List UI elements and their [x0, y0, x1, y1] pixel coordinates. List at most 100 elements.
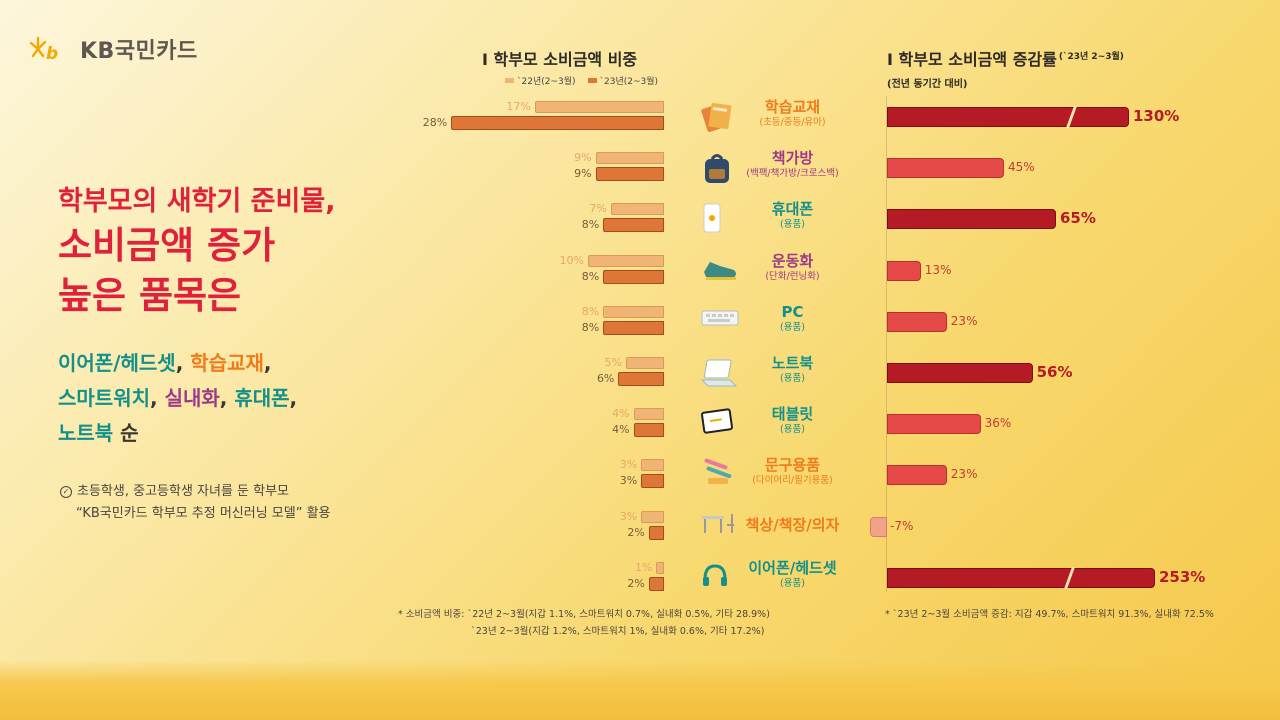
share-label-cur: 4% [612, 423, 630, 437]
legend-item-cur: `23년(2~3월) [587, 74, 658, 87]
share-bar-prev [595, 152, 664, 165]
growth-label: 253% [1159, 567, 1206, 586]
category-sub: (용품) [780, 577, 805, 589]
share-label-cur: 28% [422, 116, 448, 129]
hl-notebook: 노트북 [58, 421, 114, 445]
share-bar-cur [633, 423, 664, 438]
share-label-cur: 8% [581, 320, 600, 334]
growth-title-suffix: (`23년 2~3월) [1058, 52, 1124, 62]
method-note: ✓ 초등학생, 중고등학생 자녀를 둔 학부모 “KB국민카드 학부모 추정 머신… [60, 481, 331, 525]
share-bar-cur [648, 576, 664, 591]
hl-order: 순 [113, 421, 139, 445]
hl-shoes: 실내화 [164, 386, 220, 410]
headline-line2: 소비금액 증가 [58, 224, 276, 267]
share-label-cur: 2% [627, 576, 645, 590]
category-sub: (단화/런닝화) [765, 270, 820, 282]
share-label-prev: 9% [574, 151, 592, 165]
category-name: 책가방 [771, 149, 814, 168]
category-name: 학습교재 [764, 98, 821, 116]
method-note-line2: “KB국민카드 학부모 추정 머신러닝 모델” 활용 [76, 506, 331, 521]
share-bar-cur [618, 372, 664, 386]
headline-line3: 높은 품목은 [58, 274, 242, 317]
share-label-prev: 3% [619, 509, 638, 523]
share-bar-cur [603, 320, 664, 335]
growth-label: -7% [890, 518, 914, 533]
growth-footnote: * `23년 2~3월 소비금액 증감: 지갑 49.7%, 스마트워치 91.… [885, 609, 1214, 620]
growth-label: 36% [984, 416, 1012, 431]
growth-label: 65% [1060, 209, 1096, 228]
share-bar-prev [588, 254, 664, 267]
headline-line1: 학부모의 새학기 준비물, [58, 186, 336, 217]
growth-bar [887, 311, 947, 332]
legend-swatch-prev [505, 78, 514, 83]
share-label-prev: 8% [581, 304, 600, 318]
books-icon [700, 100, 736, 136]
category-label: 문구용품 (다이어리/필기용품) [700, 456, 885, 488]
hl-earphone: 이어폰/헤드셋 [58, 351, 176, 375]
share-bar-prev [534, 101, 664, 113]
growth-chart-title: I 학부모 소비금액 증감률 (`23년 2~3월) [887, 46, 1124, 70]
brand-name: KB국민카드 [80, 39, 198, 64]
growth-bar [887, 414, 981, 435]
backpack-icon [700, 151, 734, 189]
category-label: PC (용품) [700, 303, 885, 335]
phone-icon [700, 202, 724, 238]
share-bar-cur [603, 218, 664, 233]
stationery-icon [700, 458, 736, 492]
share-bar-prev [626, 357, 664, 369]
share-footnote-line1: * 소비금액 비중: `22년 2~3월(지갑 1.1%, 스마트워치 0.7%… [398, 609, 770, 620]
share-label-prev: 3% [619, 458, 638, 472]
category-name: 휴대폰 [771, 200, 814, 219]
growth-label: 45% [1008, 160, 1035, 175]
hl-sep: , [175, 351, 191, 375]
share-label-cur: 2% [627, 525, 645, 539]
category-name: 노트북 [771, 354, 814, 372]
category-name: 이어폰/헤드셋 [748, 558, 837, 577]
category-sub: (용품) [780, 373, 805, 384]
share-label-cur: 6% [596, 372, 615, 385]
keyboard-icon [700, 305, 740, 333]
category-sub: (용품) [780, 424, 805, 436]
share-bar-cur [648, 525, 664, 540]
growth-axis [886, 96, 887, 592]
share-bar-prev [603, 305, 664, 318]
category-label: 책상/책장/의자 [700, 508, 885, 534]
share-chart-title: I 학부모 소비금액 비중 [482, 50, 638, 69]
growth-bar [869, 516, 887, 537]
category-name: 운동화 [771, 251, 814, 270]
share-label-prev: 17% [506, 100, 531, 113]
category-label: 운동화 (단화/런닝화) [700, 252, 885, 284]
method-note-line1: 초등학생, 중고등학생 자녀를 둔 학부모 [77, 484, 290, 499]
share-label-prev: 10% [559, 253, 584, 267]
tablet-icon [700, 407, 734, 439]
growth-label: 23% [950, 313, 978, 328]
category-label: 노트북 (용품) [700, 354, 885, 387]
check-icon: ✓ [60, 486, 72, 498]
desk-icon [700, 510, 736, 540]
share-bar-cur [603, 269, 664, 284]
share-label-prev: 7% [589, 202, 607, 216]
laptop-icon [700, 356, 738, 392]
category-label: 이어폰/헤드셋 (용품) [700, 559, 885, 591]
share-footnote-line2: `23년 2~3월(지갑 1.2%, 스마트워치 1%, 실내화 0.6%, 기… [471, 626, 765, 637]
category-name: 태블릿 [771, 405, 814, 424]
category-name: PC [781, 302, 804, 321]
hl-sep: , [263, 351, 272, 375]
growth-subtitle: (전년 동기간 대비) [887, 79, 968, 90]
share-label-cur: 8% [581, 269, 600, 283]
highlight-list: 이어폰/헤드셋, 학습교재, 스마트워치, 실내화, 휴대폰, 노트북 순 [58, 346, 297, 451]
category-name: 문구용품 [764, 456, 821, 475]
category-sub: (초등/중등/유아) [759, 117, 826, 128]
brand-logo: b KB국민카드 [30, 33, 198, 65]
share-legend: `22년(2~3월) `23년(2~3월) [505, 74, 658, 87]
category-label: 학습교재 (초등/중등/유아) [700, 98, 885, 132]
growth-bar [887, 465, 947, 486]
share-label-prev: 4% [612, 407, 630, 421]
growth-bar [887, 107, 1129, 127]
hl-textbook: 학습교재 [190, 351, 264, 375]
share-bar-cur [451, 116, 664, 130]
hl-phone: 휴대폰 [234, 386, 290, 410]
sneaker-icon [700, 254, 740, 286]
category-name: 책상/책장/의자 [745, 515, 840, 534]
growth-bar [887, 567, 1155, 588]
